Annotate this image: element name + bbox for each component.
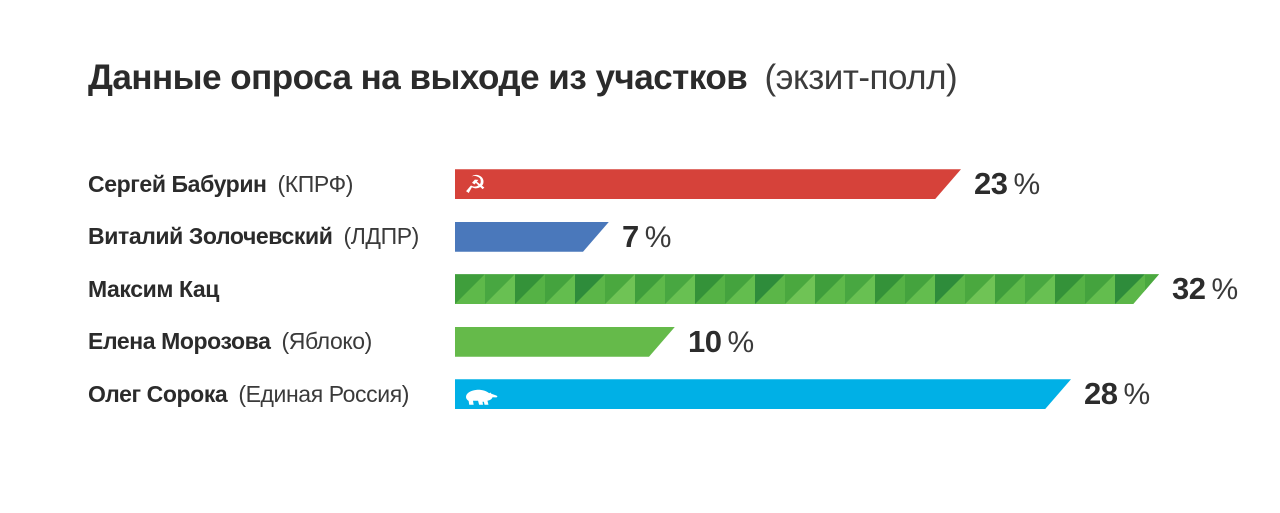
candidate-label: Сергей Бабурин (КПРФ) <box>88 171 455 198</box>
value-label: 32 % <box>1172 271 1238 307</box>
value-number: 32 <box>1172 271 1206 307</box>
candidate-party: (КПРФ) <box>277 170 354 197</box>
candidate-label: Елена Морозова (Яблоко) <box>88 328 455 355</box>
value-label: 28 % <box>1084 376 1150 412</box>
percent-sign: % <box>727 325 755 359</box>
candidate-name: Максим Кац <box>88 275 220 302</box>
chart-row-4: Елена Морозова (Яблоко) 10 % <box>88 316 1280 369</box>
chart-row-2: Виталий Золочевский (ЛДПР) 7 % <box>88 211 1280 264</box>
bar-chart: Сергей Бабурин (КПРФ) ☭ 23 % Виталий Зол… <box>88 158 1280 421</box>
chart-row-5: Олег Сорока (Единая Россия) 28 % <box>88 368 1280 421</box>
candidate-label: Максим Кац <box>88 276 455 303</box>
value-label: 23 % <box>974 166 1040 202</box>
hammer-sickle-icon: ☭ <box>464 169 487 199</box>
page-title-suffix: (экзит-полл) <box>764 58 958 97</box>
percent-sign: % <box>1013 168 1041 202</box>
bar-5 <box>455 379 1071 409</box>
bar-2 <box>455 222 609 252</box>
candidate-label: Виталий Золочевский (ЛДПР) <box>88 223 455 250</box>
diagonal-triangle-pattern <box>455 274 1159 304</box>
value-number: 10 <box>688 323 722 359</box>
percent-sign: % <box>1123 378 1151 412</box>
candidate-name: Олег Сорока <box>88 380 228 407</box>
candidate-name: Елена Морозова <box>88 328 271 355</box>
candidate-party: (ЛДПР) <box>343 223 419 250</box>
candidate-party: (Единая Россия) <box>238 380 410 407</box>
candidate-name: Сергей Бабурин <box>88 170 267 197</box>
page-title-main: Данные опроса на выходе из участков <box>88 58 748 97</box>
chart-row-3: Максим Кац 32 % <box>88 263 1280 316</box>
bear-icon <box>464 383 500 406</box>
value-number: 28 <box>1084 376 1118 412</box>
bar-1: ☭ <box>455 169 961 199</box>
page-title: Данные опроса на выходе из участков (экз… <box>88 58 958 98</box>
chart-row-1: Сергей Бабурин (КПРФ) ☭ 23 % <box>88 158 1280 211</box>
bar-4 <box>455 327 675 357</box>
value-number: 7 <box>622 218 639 254</box>
value-label: 10 % <box>688 324 754 360</box>
bar-3 <box>455 274 1159 304</box>
value-label: 7 % <box>622 219 671 255</box>
percent-sign: % <box>1211 273 1239 307</box>
value-number: 23 <box>974 166 1008 202</box>
candidate-name: Виталий Золочевский <box>88 223 333 250</box>
candidate-party: (Яблоко) <box>281 328 372 355</box>
percent-sign: % <box>644 220 672 254</box>
candidate-label: Олег Сорока (Единая Россия) <box>88 381 455 408</box>
